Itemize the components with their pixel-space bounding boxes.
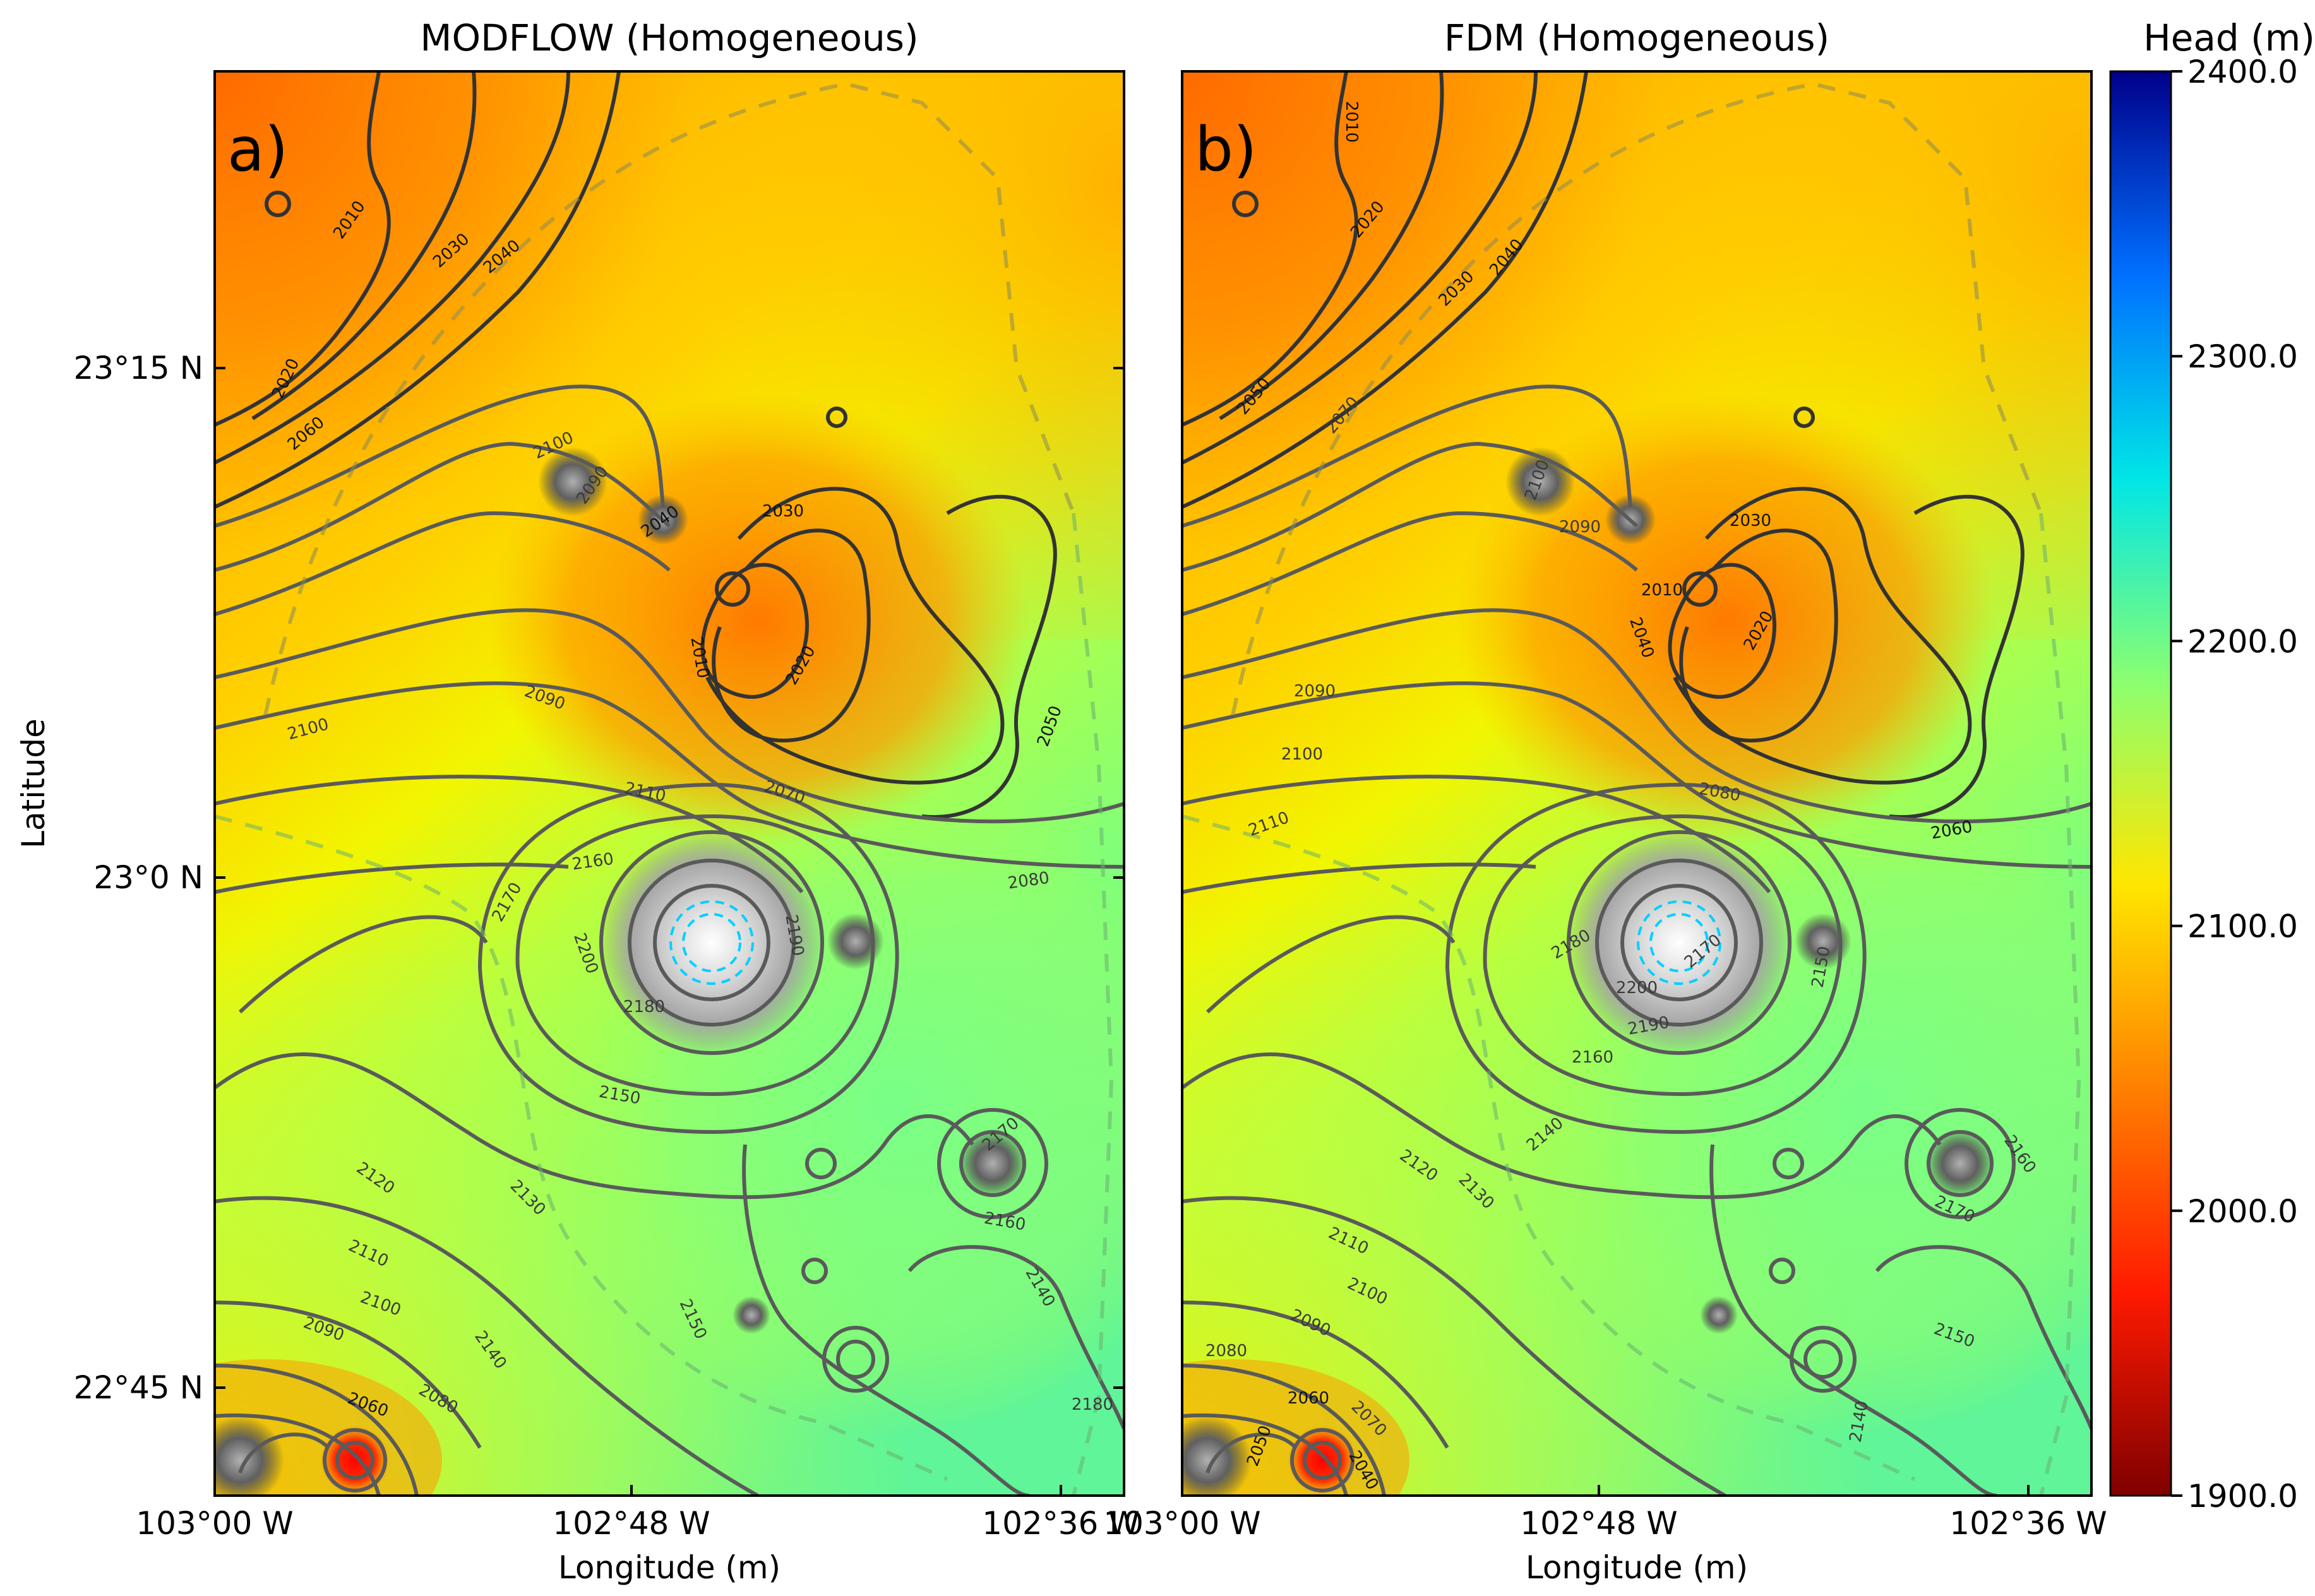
panel-a-ylabel: Latitude — [15, 718, 52, 849]
colorbar-tick-label: 2400.0 — [2187, 54, 2298, 90]
panel-b-title: FDM (Homogeneous) — [1444, 16, 1829, 59]
panel-a-x-tick-label: 102°48 W — [553, 1505, 710, 1542]
panel-a-xlabel: Longitude (m) — [558, 1549, 781, 1586]
colorbar-tick-label: 2100.0 — [2187, 908, 2298, 945]
panel-b-contour-label: 2100 — [1281, 745, 1323, 764]
panel-a-field — [88, 71, 1225, 1561]
colorbar-tick-label: 1900.0 — [2187, 1478, 2298, 1515]
panel-a-x-ticks: 103°00 W 102°48 W 102°36 W — [136, 1485, 1140, 1542]
panel-a-label: a) — [227, 114, 288, 185]
panel-a-y-ticks: 23°15 N 23°0 N 22°45 N — [73, 350, 2091, 1406]
panel-a-contour-label: 2180 — [1072, 1395, 1113, 1414]
panel-b-contour-label: 2060 — [1288, 1389, 1329, 1408]
colorbar-tick-label: 2000.0 — [2187, 1193, 2298, 1230]
panel-b-contour-label: 2030 — [1730, 511, 1771, 530]
colorbar-tick-label: 2300.0 — [2187, 338, 2298, 375]
panel-b-label: b) — [1195, 114, 1257, 185]
panel-b-x-ticks: 103°00 W 102°48 W 102°36 W — [1103, 1485, 2107, 1542]
panel-b-contour-label: 2200 — [1616, 979, 1658, 998]
panel-b-contour-label: 2160 — [1572, 1048, 1613, 1067]
panel-a-contour-label: 2030 — [762, 502, 804, 521]
panel-a-x-tick-label: 103°00 W — [136, 1505, 293, 1542]
colorbar-bar — [2109, 70, 2172, 1497]
panel-a-y-tick-label: 23°15 N — [73, 350, 203, 386]
panel-a-frame — [213, 70, 1125, 1497]
panel-b-field — [1056, 71, 2192, 1561]
colorbar: Head (m) 1900.0 2000.0 2100.0 2200.0 2300.0 2… — [2109, 16, 2315, 1515]
panel-b-contour-label: 2080 — [1205, 1342, 1247, 1361]
panel-b-contour-label: 2090 — [1559, 518, 1601, 537]
panel-a-contour-label: 2180 — [623, 998, 665, 1016]
panel-b-contour-label: 2010 — [1342, 101, 1361, 143]
panel-b-x-tick-label: 102°36 W — [1949, 1505, 2107, 1542]
panel-a-y-tick-label: 22°45 N — [73, 1369, 203, 1406]
panel-b-x-tick-label: 102°48 W — [1520, 1505, 1677, 1542]
panel-b-frame — [1181, 70, 2093, 1497]
panel-b: FDM (Homogeneous) b) Longitude (m) 103°0… — [1056, 16, 2192, 1586]
panel-b-contour-label: 2010 — [1641, 581, 1683, 600]
colorbar-tick-label: 2200.0 — [2187, 623, 2298, 660]
colorbar-ticks: 1900.0 2000.0 2100.0 2200.0 2300.0 2400.0 — [2171, 54, 2298, 1515]
panel-a: MODFLOW (Homogeneous) a) Longitude (m) L… — [15, 16, 2091, 1586]
panel-a-x-tick-label: 102°36 W — [982, 1505, 1139, 1542]
colorbar-title: Head (m) — [2143, 16, 2315, 59]
panel-b-contour-label: 2090 — [1294, 682, 1336, 701]
panel-b-x-tick-label: 103°00 W — [1103, 1505, 1260, 1542]
panel-a-title: MODFLOW (Homogeneous) — [420, 16, 918, 59]
panel-b-xlabel: Longitude (m) — [1526, 1549, 1748, 1586]
panel-a-y-tick-label: 23°0 N — [93, 859, 203, 896]
